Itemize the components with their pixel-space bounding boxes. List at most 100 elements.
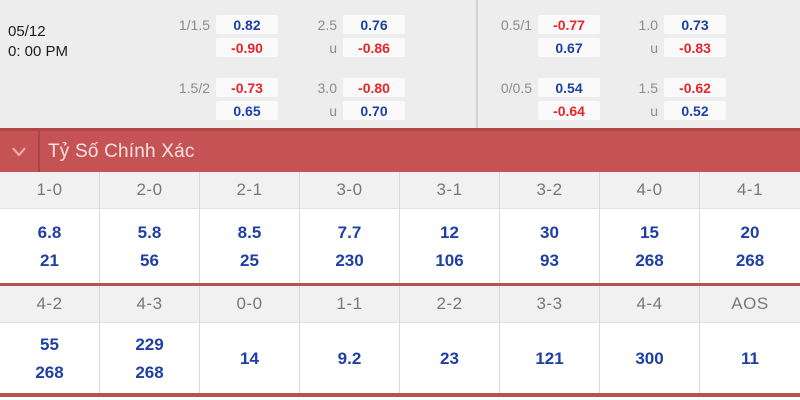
score-odds-cell[interactable]: 20 268 bbox=[700, 209, 800, 283]
score-odds-cell[interactable]: 300 bbox=[600, 323, 700, 393]
score-header-4-1: 4-1 bbox=[736, 180, 764, 199]
score-header-row: 1-0 2-0 2-1 3-0 3-1 3-2 4-0 4-1 bbox=[0, 172, 800, 209]
odds-value[interactable]: -0.77 bbox=[538, 15, 600, 34]
score-header-2-0: 2-0 bbox=[100, 172, 200, 208]
odds-line-label: 3.0 bbox=[317, 79, 337, 96]
odds-value: 20 bbox=[740, 222, 760, 242]
odds-line-label: 0.5/1 bbox=[500, 16, 532, 33]
odds-column-total-right: 1.0 0.73 u -0.83 1.5 -0.62 u 0.52 bbox=[620, 15, 726, 124]
score-odds-cell[interactable]: 23 bbox=[400, 323, 500, 393]
score-odds-cell[interactable]: 121 bbox=[500, 323, 600, 393]
odds-value: 268 bbox=[735, 250, 765, 270]
score-header-3-1: 3-1 bbox=[400, 172, 500, 208]
match-date: 05/12 bbox=[8, 23, 46, 40]
odds-line-label: 0/0.5 bbox=[500, 79, 532, 96]
score-odds-cell[interactable]: 229 268 bbox=[100, 323, 200, 393]
odds-value[interactable]: 0.65 bbox=[216, 101, 278, 120]
section-title: Tỷ Số Chính Xác bbox=[48, 140, 195, 162]
score-header-0-0: 0-0 bbox=[200, 286, 300, 322]
match-time: 0: 00 PM bbox=[8, 43, 69, 60]
odds-value[interactable]: -0.83 bbox=[664, 38, 726, 57]
odds-line-label: 1.5 bbox=[638, 79, 658, 96]
odds-value: 121 bbox=[535, 348, 564, 368]
score-odds-cell[interactable]: 55 268 bbox=[0, 323, 100, 393]
odds-value[interactable]: -0.80 bbox=[343, 78, 405, 97]
odds-line-label: u bbox=[650, 39, 658, 56]
odds-line-label: u bbox=[329, 39, 337, 56]
odds-line-label: 1.0 bbox=[638, 16, 658, 33]
score-header-aos: AOS bbox=[731, 294, 769, 313]
score-odds-cell[interactable]: 30 93 bbox=[500, 209, 600, 283]
odds-value: 300 bbox=[635, 348, 664, 368]
odds-value[interactable]: 0.73 bbox=[664, 15, 726, 34]
odds-value: 21 bbox=[40, 250, 59, 270]
odds-value: 15 bbox=[640, 222, 659, 242]
score-odds-row: 55 268 229 268 14 9.2 23 121 300 11 bbox=[0, 323, 800, 393]
score-header-1-0: 1-0 bbox=[0, 172, 100, 208]
score-header-2-2: 2-2 bbox=[400, 286, 500, 322]
odds-value[interactable]: 0.52 bbox=[664, 101, 726, 120]
odds-value[interactable]: 0.54 bbox=[538, 78, 600, 97]
correct-score-section-header[interactable]: Tỷ Số Chính Xác bbox=[0, 128, 800, 172]
odds-value[interactable]: -0.62 bbox=[664, 78, 726, 97]
odds-value: 9.2 bbox=[337, 348, 362, 368]
odds-line-label: u bbox=[650, 102, 658, 119]
odds-value[interactable]: -0.90 bbox=[216, 38, 278, 57]
odds-line-label: 1.5/2 bbox=[178, 79, 210, 96]
score-header-3-2: 3-2 bbox=[500, 172, 600, 208]
odds-value[interactable]: 0.82 bbox=[216, 15, 278, 34]
score-odds-cell[interactable]: 5.8 56 bbox=[100, 209, 200, 283]
score-header-3-3: 3-3 bbox=[500, 286, 600, 322]
odds-value: 7.7 bbox=[337, 222, 362, 242]
score-header-4-3: 4-3 bbox=[100, 286, 200, 322]
odds-line-label: 2.5 bbox=[317, 16, 337, 33]
odds-value: 55 bbox=[40, 334, 59, 354]
odds-value: 268 bbox=[35, 362, 64, 382]
odds-value: 229 bbox=[135, 334, 164, 354]
odds-value[interactable]: 0.76 bbox=[343, 15, 405, 34]
odds-value: 30 bbox=[540, 222, 559, 242]
score-header-4-2: 4-2 bbox=[0, 286, 100, 322]
score-header-2-1: 2-1 bbox=[200, 172, 300, 208]
odds-value: 6.8 bbox=[37, 222, 62, 242]
score-odds-row: 6.8 21 5.8 56 8.5 25 7.7 230 12 106 30 9… bbox=[0, 209, 800, 283]
score-header-3-0: 3-0 bbox=[300, 172, 400, 208]
score-odds-cell[interactable]: 11 bbox=[700, 323, 800, 393]
score-odds-cell[interactable]: 12 106 bbox=[400, 209, 500, 283]
odds-column-handicap-right: 0.5/1 -0.77 0.67 0/0.5 0.54 -0.64 bbox=[494, 15, 600, 124]
score-odds-cell[interactable]: 9.2 bbox=[300, 323, 400, 393]
odds-value: 56 bbox=[140, 250, 159, 270]
odds-value: 230 bbox=[335, 250, 364, 270]
odds-value: 268 bbox=[135, 362, 164, 382]
score-table-block-1: 1-0 2-0 2-1 3-0 3-1 3-2 4-0 4-1 6.8 21 5… bbox=[0, 172, 800, 283]
bar-divider bbox=[38, 131, 40, 172]
odds-column-handicap-left: 1/1.5 0.82 -0.90 1.5/2 -0.73 0.65 bbox=[172, 15, 278, 124]
odds-value[interactable]: -0.73 bbox=[216, 78, 278, 97]
odds-value: 12 bbox=[440, 222, 459, 242]
odds-line-label: u bbox=[329, 102, 337, 119]
panel-divider bbox=[476, 0, 478, 128]
score-table-block-2: 4-2 4-3 0-0 1-1 2-2 3-3 4-4 AOS 55 268 2… bbox=[0, 283, 800, 397]
odds-line-label: 1/1.5 bbox=[178, 16, 210, 33]
score-odds-cell[interactable]: 8.5 25 bbox=[200, 209, 300, 283]
odds-value[interactable]: 0.67 bbox=[538, 38, 600, 57]
score-odds-cell[interactable]: 14 bbox=[200, 323, 300, 393]
odds-value: 14 bbox=[240, 348, 259, 368]
score-header-row: 4-2 4-3 0-0 1-1 2-2 3-3 4-4 AOS bbox=[0, 286, 800, 323]
odds-value[interactable]: -0.64 bbox=[538, 101, 600, 120]
match-datetime: 05/12 0: 00 PM bbox=[8, 22, 68, 62]
odds-value: 106 bbox=[435, 250, 464, 270]
odds-value: 8.5 bbox=[237, 222, 262, 242]
score-odds-cell[interactable]: 6.8 21 bbox=[0, 209, 100, 283]
score-odds-cell[interactable]: 7.7 230 bbox=[300, 209, 400, 283]
chevron-down-icon bbox=[12, 147, 26, 157]
score-odds-cell[interactable]: 15 268 bbox=[600, 209, 700, 283]
score-header-1-1: 1-1 bbox=[300, 286, 400, 322]
odds-value: 11 bbox=[741, 348, 759, 368]
odds-value[interactable]: 0.70 bbox=[343, 101, 405, 120]
odds-value: 93 bbox=[540, 250, 559, 270]
score-header-4-4: 4-4 bbox=[600, 286, 700, 322]
odds-value: 5.8 bbox=[137, 222, 162, 242]
odds-column-total-left: 2.5 0.76 u -0.86 3.0 -0.80 u 0.70 bbox=[299, 15, 405, 124]
odds-value[interactable]: -0.86 bbox=[343, 38, 405, 57]
